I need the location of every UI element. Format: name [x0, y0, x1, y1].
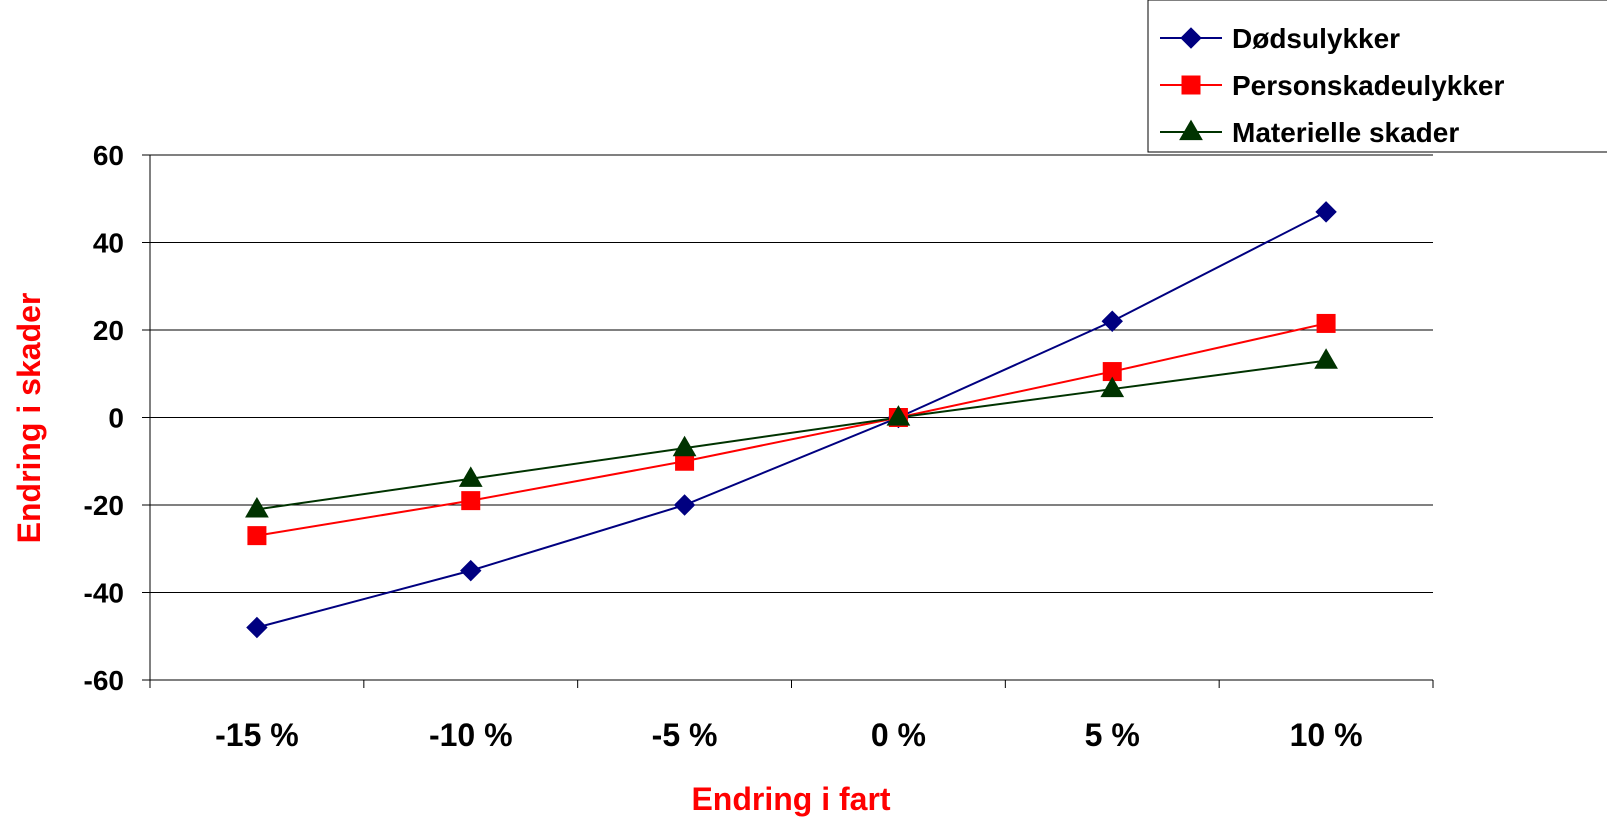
series-0	[256, 210, 1327, 629]
series-group	[245, 201, 1338, 639]
series-markers-0	[246, 201, 1337, 639]
data-point	[1314, 348, 1338, 369]
y-tick-label: 20	[93, 315, 124, 346]
data-point	[460, 559, 482, 582]
legend-marker	[1181, 75, 1201, 95]
y-tick-label: -20	[84, 490, 124, 521]
data-point	[673, 494, 696, 516]
y-tick-label: 0	[108, 403, 124, 434]
data-point	[247, 526, 267, 546]
x-tick-label: -10 %	[429, 717, 513, 753]
series-1	[256, 322, 1327, 537]
legend-label: Dødsulykker	[1232, 23, 1400, 54]
legend-marker	[1179, 119, 1203, 141]
data-point	[1100, 376, 1125, 398]
series-markers-2	[245, 348, 1338, 518]
x-tick-label: 10 %	[1290, 717, 1363, 753]
y-tick-label: 40	[93, 228, 124, 259]
series-line	[256, 322, 1327, 537]
legend-label: Personskadeulykker	[1232, 70, 1504, 101]
series-line	[256, 359, 1327, 511]
series-2	[256, 359, 1327, 511]
y-tick-labels: 60 40 20 0 -20 -40 -60	[84, 140, 124, 696]
legend-marker	[1180, 27, 1202, 49]
y-axis-title: Endring i skader	[11, 293, 47, 544]
x-tick-label: -5 %	[652, 717, 718, 753]
y-tick-label: 60	[93, 140, 124, 171]
x-tick-label: -15 %	[215, 717, 299, 753]
axes	[142, 154, 1434, 688]
legend: Dødsulykker Personskadeulykker Materielle …	[1147, 0, 1607, 153]
data-point	[886, 405, 911, 426]
legend-label: Materielle skader	[1232, 117, 1459, 148]
legend-box	[1147, 0, 1607, 153]
legend-item: Materielle skader	[1160, 117, 1459, 148]
legend-item: Dødsulykker	[1160, 23, 1400, 54]
grid-lines	[150, 154, 1433, 681]
x-tick-label: 5 %	[1085, 717, 1140, 753]
y-tick-label: -40	[84, 578, 124, 609]
data-point	[1316, 313, 1336, 333]
data-point	[458, 466, 483, 487]
data-point	[672, 435, 697, 457]
x-tick-label: 0 %	[871, 717, 926, 753]
data-point	[461, 491, 481, 511]
y-tick-label: -60	[84, 665, 124, 696]
data-point	[246, 616, 268, 639]
series-markers-1	[247, 313, 1336, 546]
data-point	[1315, 201, 1337, 223]
data-point	[1101, 310, 1123, 332]
x-axis-title: Endring i fart	[691, 781, 890, 817]
series-line	[256, 210, 1327, 629]
legend-item: Personskadeulykker	[1160, 70, 1504, 101]
data-point	[245, 496, 269, 518]
x-tick-labels: -15 % -10 % -5 % 0 % 5 % 10 %	[215, 717, 1362, 753]
